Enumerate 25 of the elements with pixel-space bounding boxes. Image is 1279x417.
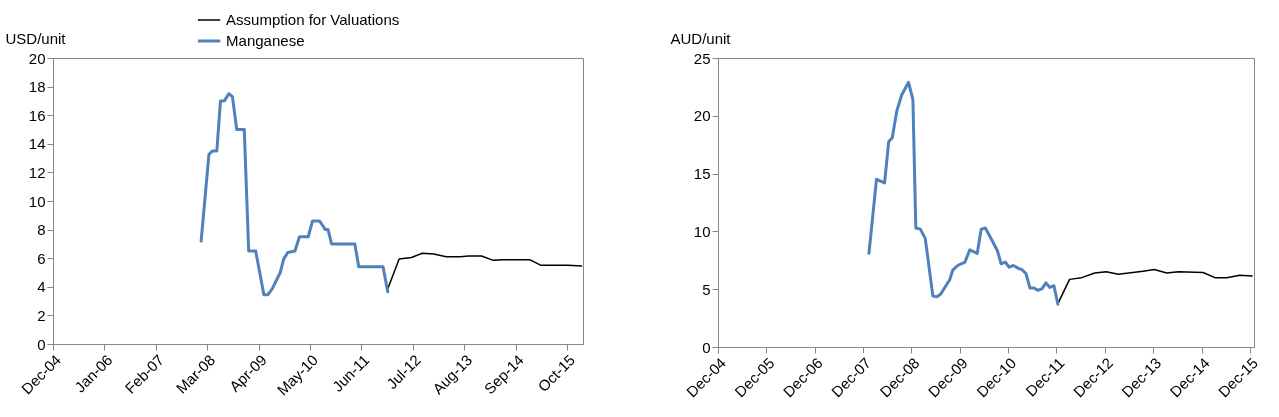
y-tick-label: 10 (28, 192, 46, 210)
y-tick-label: 10 (693, 222, 711, 240)
y-tick-label: 0 (37, 335, 46, 353)
y-tick-label: 20 (693, 107, 711, 125)
line-series (199, 92, 390, 297)
y-tick-label: 16 (28, 106, 46, 124)
y-tick-label: 18 (28, 78, 46, 96)
y-tick-label: 6 (37, 249, 46, 267)
line-series (1057, 268, 1253, 305)
y-axis-title: USD/unit (5, 29, 67, 47)
y-tick-label: 0 (702, 338, 711, 356)
y-tick-label: 15 (693, 165, 711, 183)
y-tick-label: 20 (28, 49, 46, 67)
y-tick-label: 14 (28, 135, 46, 153)
line-series (867, 80, 1060, 306)
y-tick-label: 5 (702, 280, 711, 298)
y-tick-label: 4 (37, 278, 46, 296)
y-tick-label: 2 (37, 306, 46, 324)
legend-label: Assumption for Valuations (226, 11, 400, 28)
y-tick-label: 12 (28, 163, 46, 181)
y-axis-title: AUD/unit (670, 29, 732, 47)
legend-label: Manganese (226, 32, 305, 49)
y-tick-label: 25 (693, 49, 711, 67)
y-tick-label: 8 (37, 221, 46, 239)
line-series (386, 252, 583, 290)
